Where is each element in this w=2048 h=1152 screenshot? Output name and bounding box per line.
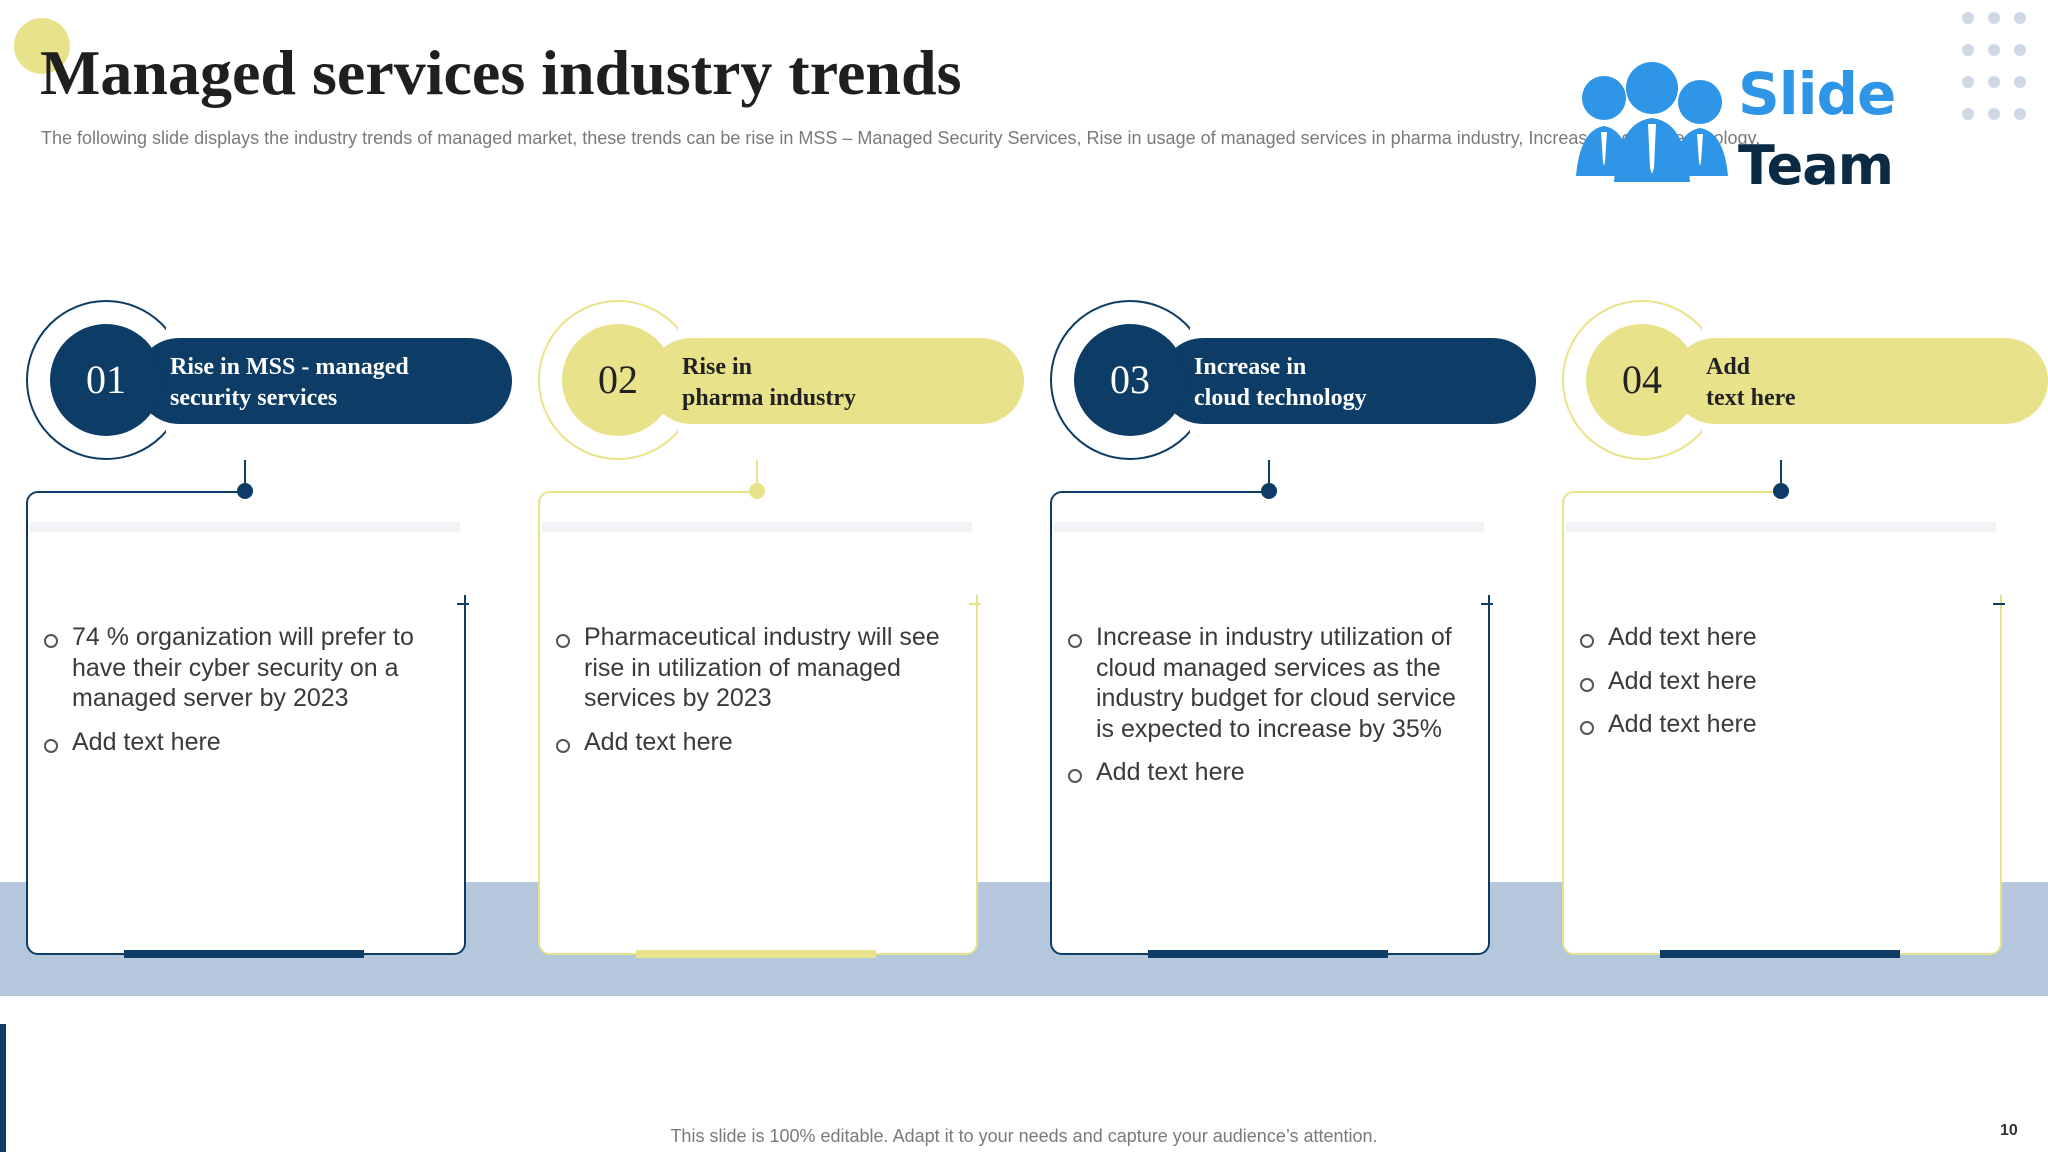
connector-line — [1780, 460, 1782, 490]
people-icon — [1576, 62, 1728, 182]
bullet-list: 74 % organization will prefer to have th… — [42, 622, 452, 770]
card-heading: Rise in pharma industry — [682, 354, 857, 411]
connector-dot — [749, 483, 765, 499]
connector-line — [244, 460, 246, 490]
logo-text-team: Team — [1738, 134, 1894, 197]
card-heading: Rise in MSS - managed security services — [170, 354, 409, 411]
heading-pill — [648, 338, 1024, 424]
slideteam-logo: Slide Team — [1570, 58, 1910, 197]
list-item: Increase in industry utilization of clou… — [1066, 622, 1476, 744]
page-subtitle: The following slide displays the industr… — [41, 128, 1761, 148]
card-number: 02 — [562, 324, 674, 436]
card-heading: Increase in cloud technology — [1194, 354, 1367, 411]
connector-line — [756, 460, 758, 490]
list-item: Add text here — [1578, 709, 1988, 740]
list-item: Pharmaceutical industry will see rise in… — [554, 622, 964, 714]
logo-text-slide: Slide — [1738, 60, 1896, 128]
list-item: Add text here — [1578, 622, 1988, 653]
card-heading: Add text here — [1706, 354, 1796, 411]
trend-card-1: 01 Rise in MSS - managed security servic… — [26, 300, 526, 960]
trend-card-2: 02 Rise in pharma industry Pharmaceutica… — [538, 300, 1038, 960]
bottom-accent-bar — [1148, 950, 1388, 958]
card-number: 03 — [1074, 324, 1186, 436]
trend-card-4: 04 Add text here Add text here Add text … — [1562, 300, 2048, 960]
connector-dot — [1261, 483, 1277, 499]
list-item: Add text here — [1066, 757, 1476, 788]
heading-pill — [1672, 338, 2048, 424]
page-title: Managed services industry trends — [40, 37, 962, 108]
heading-pill — [136, 338, 512, 424]
bottom-accent-bar — [1660, 950, 1900, 958]
bottom-accent-bar — [636, 950, 876, 958]
decorative-dot-grid — [1962, 12, 2046, 124]
page-number: 10 — [2000, 1122, 2018, 1139]
bullet-list: Add text here Add text here Add text her… — [1578, 622, 1988, 753]
connector-dot — [1773, 483, 1789, 499]
list-item: Add text here — [1578, 666, 1988, 697]
bottom-accent-bar — [124, 950, 364, 958]
list-item: Add text here — [42, 727, 452, 758]
bullet-list: Pharmaceutical industry will see rise in… — [554, 622, 964, 770]
card-number: 01 — [50, 324, 162, 436]
bullet-list: Increase in industry utilization of clou… — [1066, 622, 1476, 801]
left-accent-bar — [0, 1024, 6, 1152]
list-item: 74 % organization will prefer to have th… — [42, 622, 452, 714]
connector-line — [1268, 460, 1270, 490]
card-number: 04 — [1586, 324, 1698, 436]
heading-pill — [1160, 338, 1536, 424]
connector-dot — [237, 483, 253, 499]
footer-note: This slide is 100% editable. Adapt it to… — [670, 1126, 1378, 1146]
trend-card-3: 03 Increase in cloud technology Increase… — [1050, 300, 1550, 960]
decorative-dot — [14, 18, 70, 74]
list-item: Add text here — [554, 727, 964, 758]
